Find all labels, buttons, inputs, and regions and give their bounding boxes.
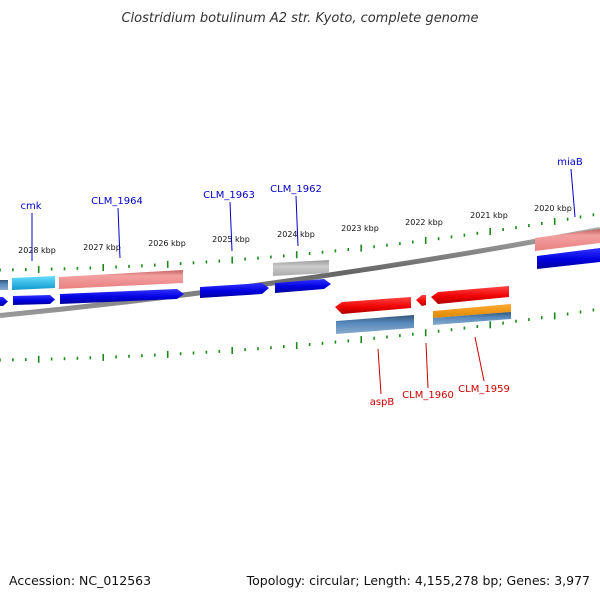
gene-miab[interactable] [535,229,600,251]
leader-miab [570,168,576,218]
tick-label-2025: 2025 kbp [212,235,250,244]
scale-labels: 2028 kbp 2027 kbp 2026 kbp 2025 kbp 2024… [18,204,572,255]
reverse-gene-labels: aspB CLM_1960 CLM_1959 [370,384,510,408]
leader-clm1964 [117,207,121,259]
gene-clm1964[interactable] [59,270,183,289]
forward-gene-row [0,229,600,290]
tick-label-2020: 2020 kbp [534,204,572,213]
label-cmk[interactable]: cmk [20,201,41,212]
accession-text: Accession: NC_012563 [9,573,152,588]
leader-clm1960 [425,342,429,389]
gene-edge-steel[interactable] [0,280,8,290]
label-clm1959[interactable]: CLM_1959 [458,384,510,395]
tick-label-2026: 2026 kbp [148,239,186,248]
tick-label-2023: 2023 kbp [341,224,379,233]
label-clm1960[interactable]: CLM_1960 [402,390,454,401]
gene-cmk[interactable] [12,276,55,290]
leader-clm1962 [295,195,299,247]
cds-forward-clm1964[interactable] [60,289,184,304]
tick-label-2028: 2028 kbp [18,246,56,255]
tick-label-2027: 2027 kbp [83,243,121,252]
cds-forward-edge[interactable] [0,297,8,306]
cds-reverse-aspb[interactable] [335,297,411,314]
forward-leader-lines [31,168,576,261]
gene-clm1959-orange[interactable] [433,304,511,318]
reverse-cds-row [335,286,509,314]
leader-clm1959 [474,336,485,382]
label-clm1962[interactable]: CLM_1962 [270,184,322,195]
cds-forward-clm1962[interactable] [275,279,331,293]
label-clm1964[interactable]: CLM_1964 [91,196,143,207]
leader-clm1963 [229,201,233,252]
inner-scale-ticks [0,308,595,363]
tick-label-2024: 2024 kbp [277,230,315,239]
genome-summary-text: Topology: circular; Length: 4,155,278 bp… [246,573,590,588]
reverse-gene-row [336,304,511,334]
forward-gene-labels: cmk CLM_1964 CLM_1963 CLM_1962 miaB [20,157,582,212]
label-aspb[interactable]: aspB [370,397,395,408]
cds-reverse-clm1959[interactable] [431,286,509,304]
gene-clm1962[interactable] [273,260,329,276]
label-miab[interactable]: miaB [557,157,583,168]
cds-forward-clm1963[interactable] [200,283,269,298]
tick-label-2022: 2022 kbp [405,218,443,227]
cds-forward-miab[interactable] [537,248,600,269]
reverse-leader-lines [377,336,485,395]
gene-clm1959-steel[interactable] [433,312,511,325]
gene-aspb[interactable] [336,315,414,334]
forward-cds-row [0,248,600,306]
map-title: Clostridium botulinum A2 str. Kyoto, com… [121,11,478,26]
cds-reverse-clm1960[interactable] [416,295,426,306]
cds-forward-cmk[interactable] [13,295,55,305]
leader-aspb [377,348,382,395]
genome-backbone [0,227,600,318]
tick-label-2021: 2021 kbp [470,211,508,220]
outer-scale-ticks [0,213,595,273]
label-clm1963[interactable]: CLM_1963 [203,190,255,201]
